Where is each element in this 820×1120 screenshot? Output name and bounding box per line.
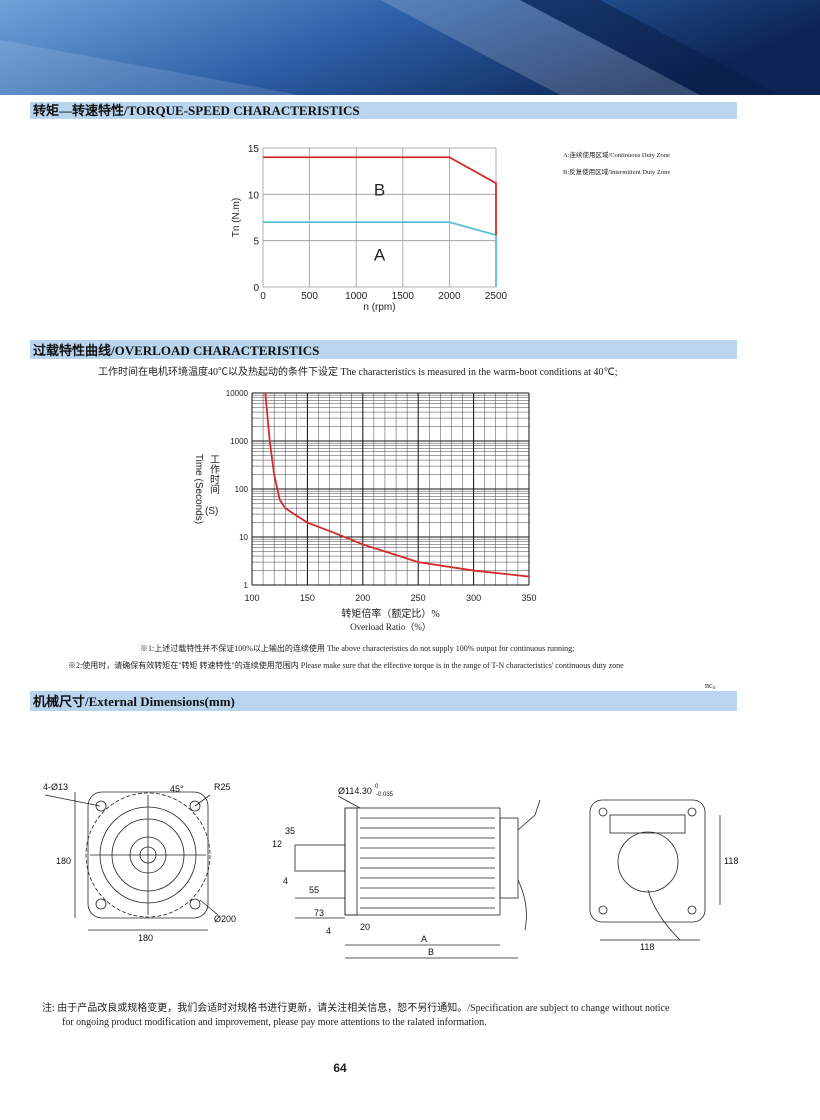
- dimension-label: 55: [309, 885, 319, 895]
- y-axis-label: Time (Seconds): [193, 454, 204, 524]
- note: nc。: [705, 681, 721, 690]
- section-title: 机械尺寸/External Dimensions(mm): [33, 694, 235, 709]
- y-axis-label: (S): [205, 506, 218, 517]
- dimension-label: Ø200: [214, 914, 236, 924]
- front-view: [44, 791, 219, 931]
- section-heading: 机械尺寸/External Dimensions(mm): [30, 691, 737, 711]
- dimension-label: 0: [375, 784, 379, 790]
- banner: [0, 0, 820, 95]
- x-axis-label: Overload Ratio（%）: [350, 622, 431, 632]
- legend-entry: A:连续使用区域/Continuous Duty Zone: [563, 150, 670, 159]
- back-view: [589, 799, 721, 941]
- dimension-label: 4: [326, 926, 331, 936]
- x-tick-label: 0: [260, 291, 266, 302]
- dimension-label: 12: [272, 839, 282, 849]
- section-heading: 过载特性曲线/OVERLOAD CHARACTERISTICS: [30, 340, 737, 359]
- section-title: 过载特性曲线/OVERLOAD CHARACTERISTICS: [33, 343, 319, 358]
- overload-chart: 100 150 200 250 300 350 1 10 100 1000 10000 Time (S…: [193, 389, 537, 632]
- x-axis-label: 转矩倍率（额定比）%: [341, 607, 439, 620]
- dimension-label: 118: [640, 942, 654, 952]
- dimension-label: 20: [360, 922, 370, 932]
- dimension-label: A: [421, 934, 427, 944]
- page-number: 64: [333, 1061, 347, 1075]
- y-tick-label: 15: [248, 144, 260, 155]
- y-tick-label: 100: [235, 485, 249, 494]
- y-tick-label: 0: [253, 283, 259, 294]
- legend-entry: B:反复使用区域/Intermittent Duty Zone: [563, 167, 670, 176]
- y-tick-label: 1000: [230, 437, 248, 446]
- x-tick-label: 350: [521, 593, 536, 603]
- x-tick-label: 500: [301, 291, 318, 302]
- zone-label: A: [374, 246, 386, 265]
- section-title: 转矩—转速特性/TORQUE-SPEED CHARACTERISTICS: [33, 103, 360, 118]
- x-tick-label: 1000: [345, 291, 368, 302]
- side-view: [294, 795, 541, 959]
- dimension-label: 4: [283, 876, 288, 886]
- note: ※2:使用时，请确保有效转矩在"转矩 转速特性"的连续使用范围内 Please …: [68, 660, 624, 670]
- dimension-label: B: [428, 947, 434, 957]
- dimension-label: R25: [214, 782, 231, 792]
- dimension-label: 35: [285, 826, 295, 836]
- footer-note: for ongoing product modification and imp…: [62, 1017, 487, 1028]
- x-tick-label: 1500: [392, 291, 415, 302]
- y-tick-label: 5: [253, 237, 259, 248]
- dimension-label: 118: [724, 856, 738, 866]
- x-tick-label: 2500: [485, 291, 508, 302]
- dimension-label: 73: [314, 908, 324, 918]
- dimension-label: 180: [138, 933, 153, 943]
- dimension-label: 45°: [170, 784, 184, 794]
- dimension-label: Ø114.30: [338, 786, 372, 796]
- zone-label: B: [374, 181, 385, 200]
- y-axis-label: 工作时间: [208, 454, 220, 495]
- series-line: [263, 156, 497, 236]
- x-axis-label: n (rpm): [363, 302, 395, 313]
- y-axis-label: Tn (N.m): [231, 198, 242, 237]
- dimension-label: 4-Ø13: [43, 782, 68, 792]
- x-tick-label: 2000: [438, 291, 461, 302]
- y-tick-label: 1: [244, 581, 249, 590]
- note: ※1:上述过载特性并不保证100%以上输出的连续使用 The above cha…: [140, 643, 574, 653]
- dimension-label: 180: [56, 856, 71, 866]
- series-line: [263, 221, 497, 287]
- footer-note: 注: 由于产品改良或规格变更，我们会适时对规格书进行更新，请关注相关信息，恕不另…: [42, 1001, 670, 1014]
- y-tick-label: 10: [248, 190, 260, 201]
- series-line: [264, 392, 530, 578]
- dimension-label: -0.035: [376, 792, 394, 798]
- y-tick-label: 10: [239, 533, 248, 542]
- y-tick-label: 10000: [226, 389, 249, 398]
- x-tick-label: 150: [300, 593, 315, 603]
- section-heading: 转矩—转速特性/TORQUE-SPEED CHARACTERISTICS: [30, 102, 737, 119]
- x-tick-label: 100: [244, 593, 259, 603]
- x-tick-label: 300: [466, 593, 481, 603]
- x-tick-label: 250: [411, 593, 426, 603]
- x-tick-label: 200: [355, 593, 370, 603]
- chart-subtitle: 工作时间在电机环境温度40℃以及热起动的条件下设定 The characteri…: [98, 365, 618, 378]
- torque-chart: 0 500 1000 1500 2000 2500 0 5 10 15 n (rpm) Tn (N.m…: [231, 144, 670, 313]
